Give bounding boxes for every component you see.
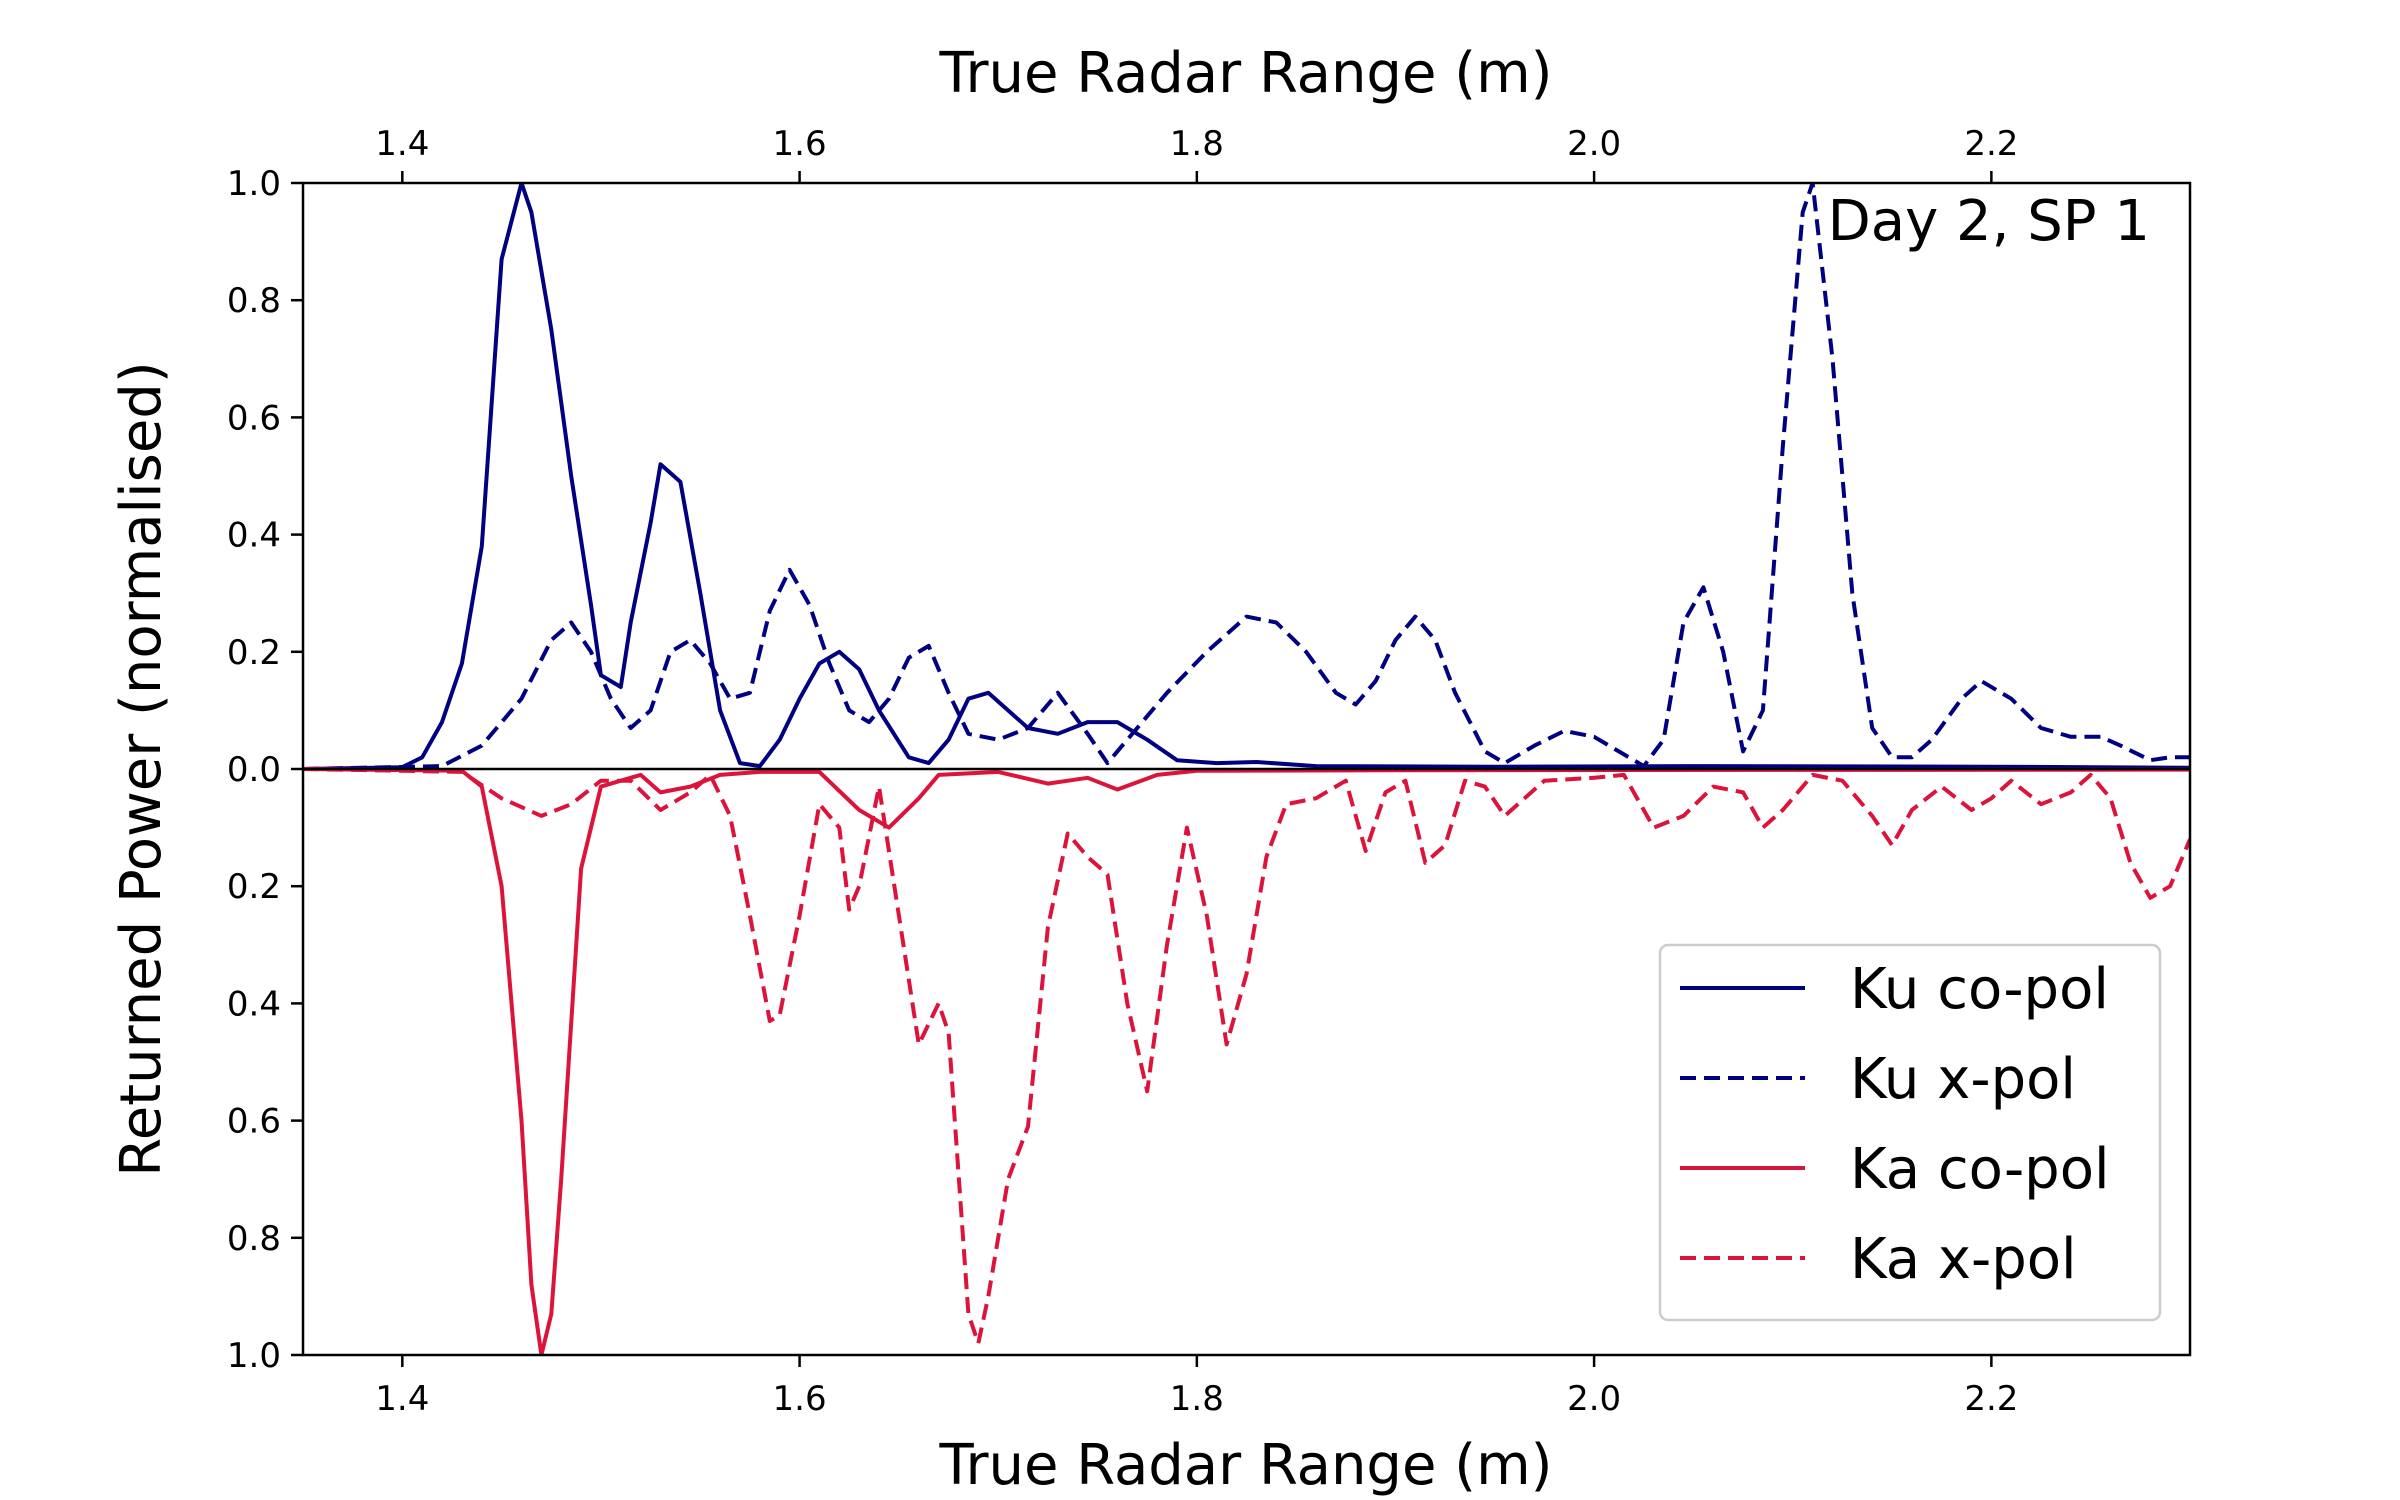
top-x-axis-label: True Radar Range (m)	[939, 41, 1553, 106]
legend-item-ku-co-pol: Ku co-pol	[1680, 957, 2109, 1022]
y-tick-label: 0.8	[227, 281, 281, 321]
legend-box	[1658, 943, 2162, 1322]
y-axis-label: Returned Power (normalised)	[109, 361, 174, 1176]
legend-label: Ku co-pol	[1850, 957, 2109, 1022]
x-tick-label-bottom: 2.0	[1567, 1379, 1621, 1419]
x-tick-label-bottom: 2.2	[1964, 1379, 2018, 1419]
series-line-ku-x-pol	[303, 183, 2190, 771]
y-tick-label: 0.8	[227, 1219, 281, 1259]
y-tick-label: 0.4	[227, 516, 281, 556]
legend-label: Ka co-pol	[1850, 1137, 2110, 1202]
y-tick-label: 0.4	[227, 984, 281, 1024]
legend-item-ku-x-pol: Ku x-pol	[1680, 1047, 2076, 1112]
y-tick-label: 1.0	[227, 164, 281, 204]
y-tick-label: 0.6	[227, 1102, 281, 1142]
x-tick-label-top: 1.6	[773, 124, 827, 164]
series-line-ku-co-pol	[303, 183, 2190, 771]
bottom-x-axis-label: True Radar Range (m)	[939, 1433, 1553, 1498]
legend-item-ka-x-pol: Ka x-pol	[1680, 1227, 2077, 1292]
x-tick-label-top: 1.4	[375, 124, 429, 164]
x-tick-label-bottom: 1.6	[773, 1379, 827, 1419]
y-tick-label: 0.2	[227, 633, 281, 673]
y-tick-label: 0.6	[227, 398, 281, 438]
x-tick-label-bottom: 1.8	[1170, 1379, 1224, 1419]
x-tick-label-top: 2.0	[1567, 124, 1621, 164]
ticks-layer: 1.4 1.4 1.6 1.6 1.8 1.8 2.0 2.0 2.2 2.2 1.0 0.8 0.6 0…	[227, 124, 2018, 1419]
legend-label: Ku x-pol	[1850, 1047, 2076, 1112]
y-tick-label: 0.0	[227, 750, 281, 790]
y-tick-label: 1.0	[227, 1336, 281, 1376]
series-line-ka-x-pol	[303, 767, 2190, 1346]
legend-item-ka-co-pol: Ka co-pol	[1680, 1137, 2110, 1202]
series-layer	[303, 183, 2190, 1355]
chart-annotation: Day 2, SP 1	[1828, 189, 2150, 254]
legend-label: Ka x-pol	[1850, 1227, 2077, 1292]
x-tick-label-top: 2.2	[1964, 124, 2018, 164]
y-tick-label: 0.2	[227, 867, 281, 907]
x-tick-label-bottom: 1.4	[375, 1379, 429, 1419]
x-tick-label-top: 1.8	[1170, 124, 1224, 164]
legend: Ku co-pol Ku x-pol Ka co-pol Ka x-pol	[1658, 943, 2162, 1322]
